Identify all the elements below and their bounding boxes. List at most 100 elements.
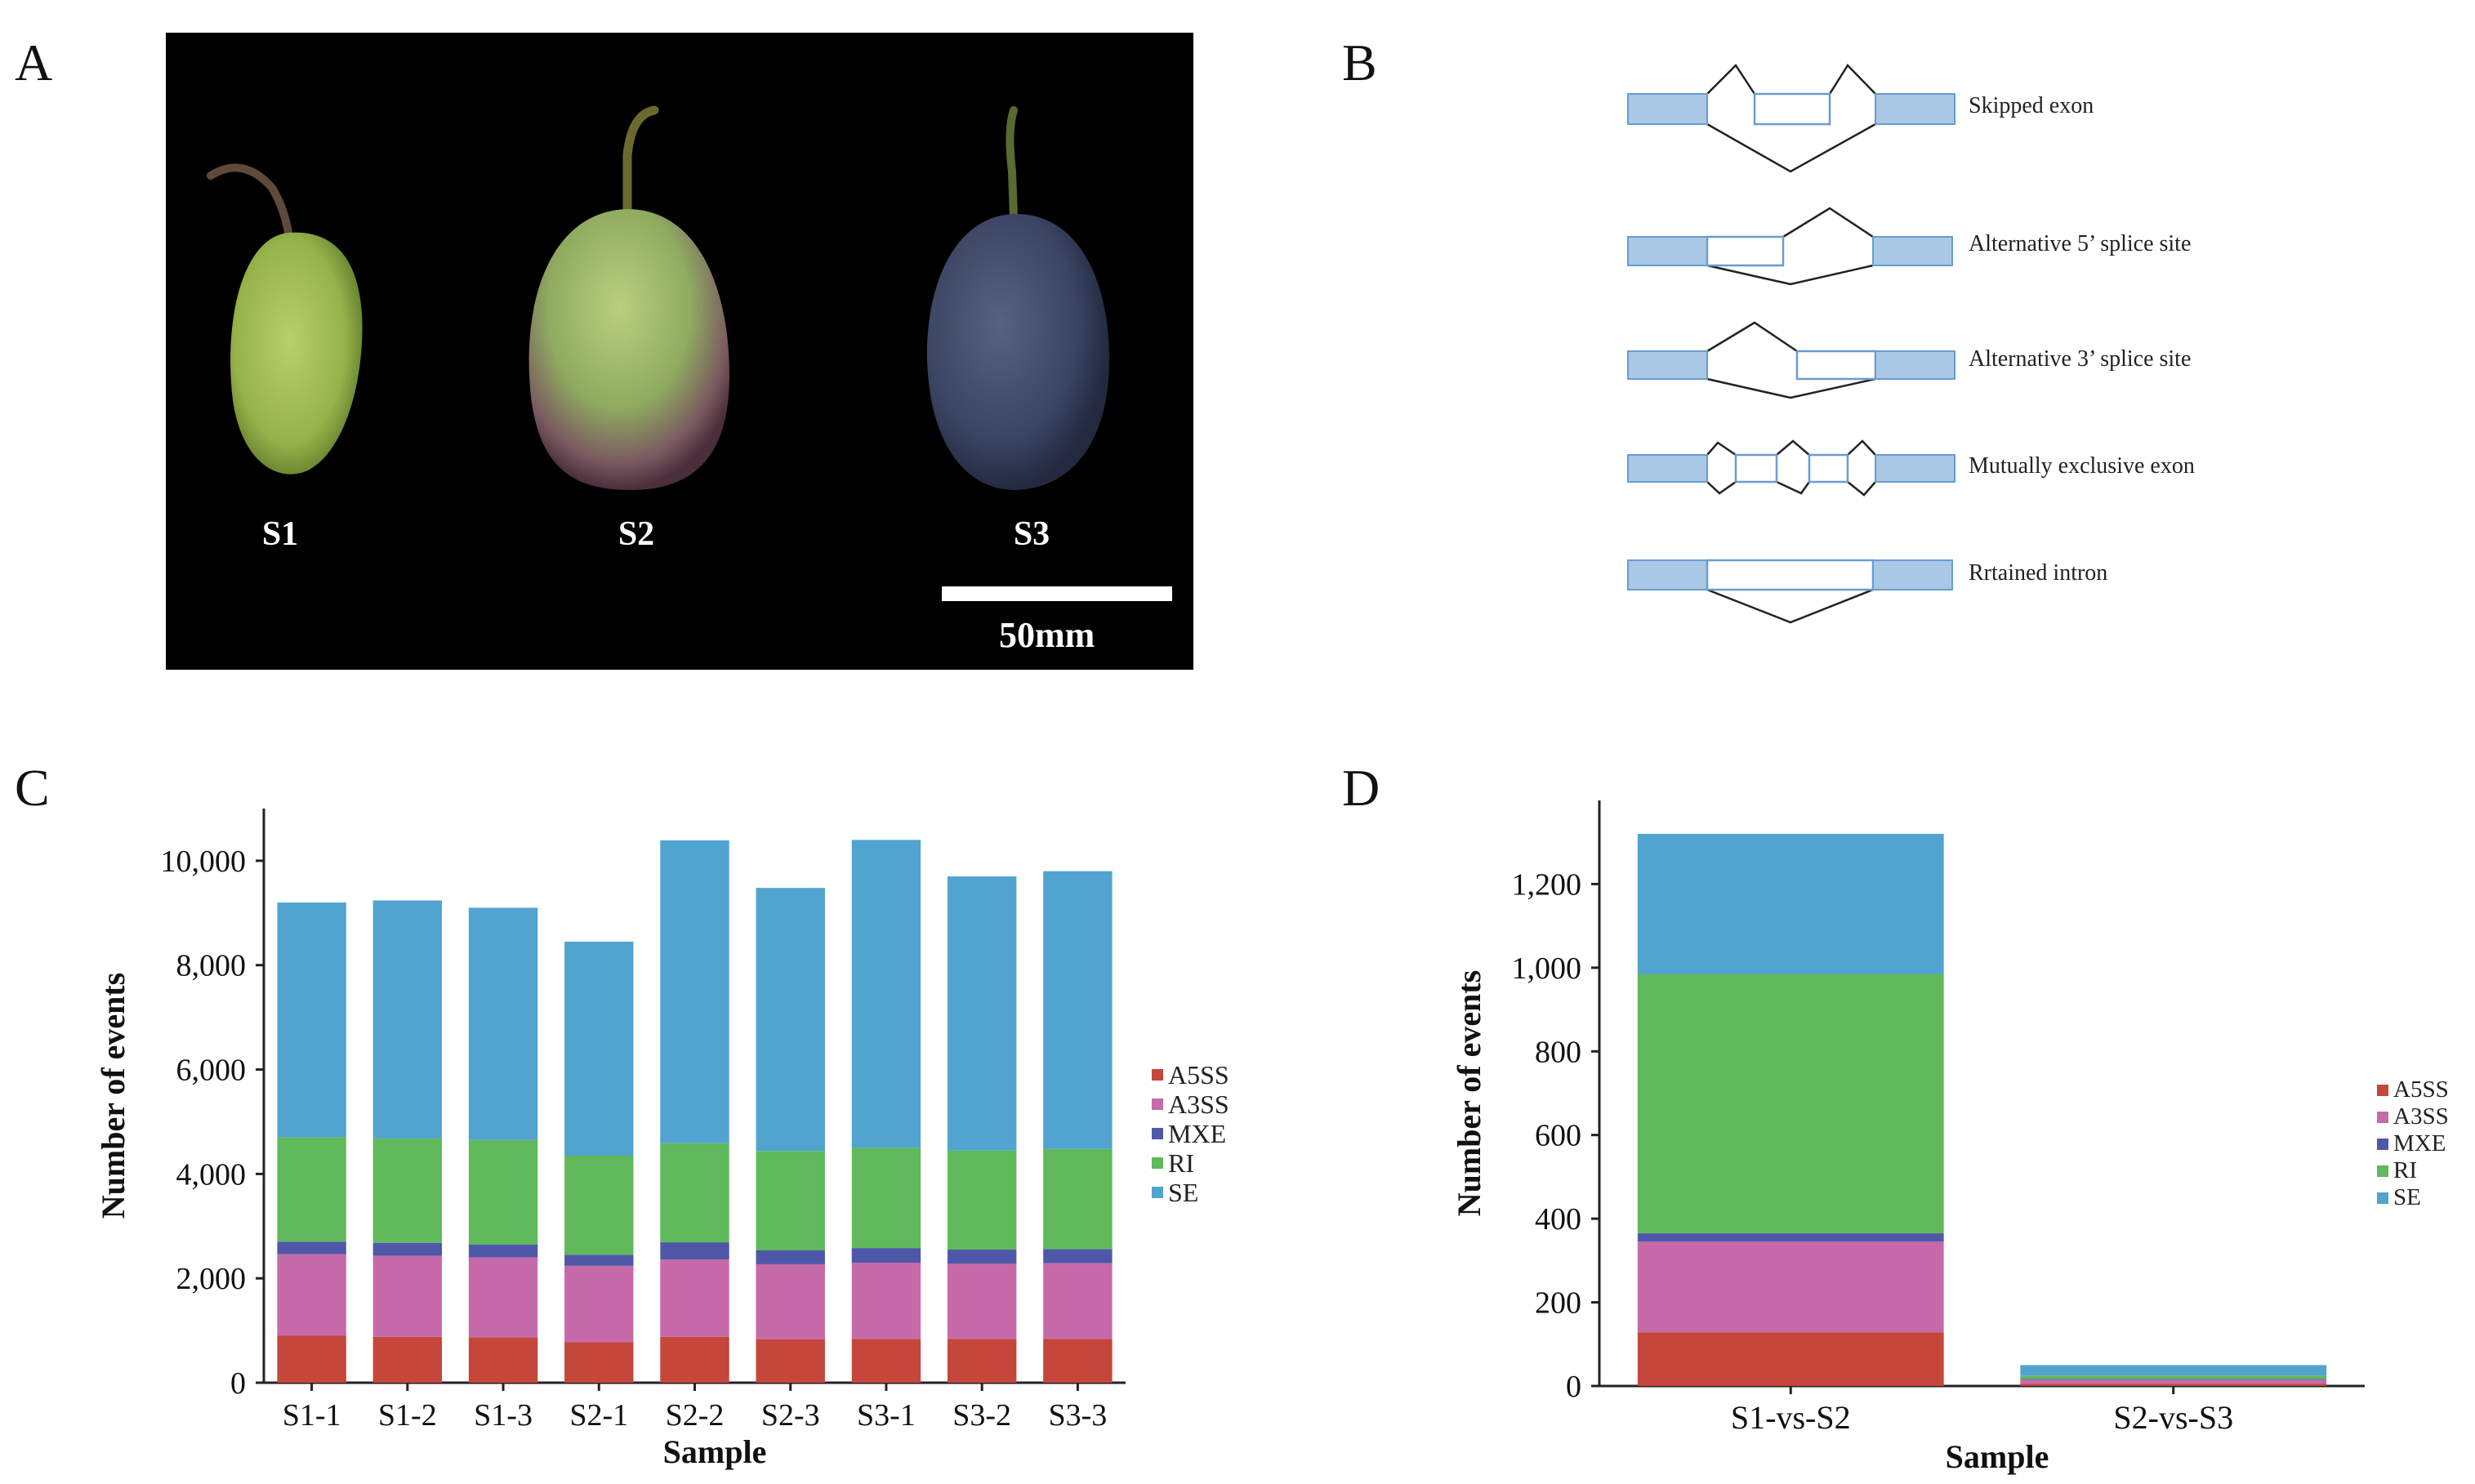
legend-label: A5SS — [1168, 1059, 1229, 1090]
panel-a-letter: A — [15, 33, 53, 91]
bar-a3ss-s3-1 — [851, 1263, 921, 1339]
bar-mxe-s3-1 — [851, 1248, 921, 1263]
bar-ri-s2-vs-s3 — [2020, 1375, 2327, 1379]
y-tick-label: 8,000 — [176, 949, 247, 983]
bar-a3ss-s2-1 — [564, 1265, 634, 1343]
a3ss-exon-ext — [1795, 350, 1877, 381]
legend-label: RI — [2393, 1157, 2417, 1183]
x-tick-label: S3-2 — [952, 1398, 1011, 1433]
y-tick-label: 200 — [1535, 1286, 1581, 1321]
legend-swatch — [2377, 1138, 2388, 1150]
bar-a3ss-s3-3 — [1043, 1263, 1113, 1339]
bar-a3ss-s1-1 — [277, 1254, 346, 1336]
bar-a5ss-s1-vs-s2 — [1637, 1332, 1944, 1386]
bar-ri-s2-3 — [756, 1151, 825, 1250]
legend-item-se: SE — [1152, 1178, 1229, 1207]
stage-label-s2: S2 — [618, 515, 655, 553]
a5ss-junctions — [1706, 207, 1874, 286]
event-label-mxe: Mutually exclusive exon — [1969, 453, 2195, 479]
bar-mxe-s1-3 — [468, 1244, 538, 1258]
legend-item-a3ss: A3SS — [1152, 1090, 1229, 1119]
s2-stem — [622, 105, 659, 216]
legend-swatch — [1152, 1128, 1163, 1139]
bar-ri-s1-2 — [372, 1138, 443, 1243]
bar-se-s2-1 — [564, 941, 634, 1156]
x-tick-label: S2-1 — [569, 1398, 628, 1433]
panel-d-letter: D — [1342, 759, 1380, 817]
mxe-exon-a — [1734, 453, 1778, 484]
legend-label: MXE — [2393, 1130, 2446, 1156]
bar-ri-s3-2 — [947, 1150, 1017, 1250]
legend-swatch — [1152, 1187, 1163, 1198]
bar-se-s3-1 — [851, 840, 921, 1148]
bar-se-s2-vs-s3 — [2020, 1365, 2327, 1376]
bar-ri-s3-3 — [1043, 1148, 1113, 1250]
y-tick-label: 600 — [1535, 1119, 1581, 1153]
splicing-diagram — [1627, 63, 1955, 624]
legend-item-ri: RI — [1152, 1148, 1229, 1178]
event-label-ri: Rrtained intron — [1969, 560, 2108, 586]
event-label-a5ss: Alternative 5’ splice site — [1969, 231, 2192, 256]
y-axis-label: Number of events — [1451, 970, 1487, 1216]
bar-a3ss-s1-vs-s2 — [1637, 1241, 1944, 1333]
bar-a3ss-s2-vs-s3 — [2020, 1379, 2327, 1384]
y-tick-label: 1,000 — [1512, 951, 1582, 986]
y-tick-label: 4,000 — [176, 1157, 247, 1192]
s3-stem — [1006, 106, 1018, 221]
ri-intron — [1706, 559, 1875, 591]
mxe-exon-right — [1875, 454, 1955, 483]
legend-item-ri: RI — [2377, 1157, 2449, 1184]
bar-ri-s2-1 — [564, 1155, 634, 1255]
fruit-illustration — [207, 105, 1109, 490]
x-tick-label: S2-2 — [666, 1398, 725, 1433]
a3ss-exon-right — [1875, 350, 1955, 380]
se-exon-left — [1627, 93, 1708, 125]
bar-mxe-s3-3 — [1043, 1249, 1113, 1263]
legend-item-se: SE — [2377, 1184, 2449, 1211]
x-tick-label: S2-3 — [761, 1398, 820, 1433]
panel-b-letter: B — [1342, 33, 1377, 91]
s1-fruit — [230, 232, 363, 475]
bar-a5ss-s1-3 — [468, 1337, 538, 1383]
event-label-a3ss: Alternative 3’ splice site — [1969, 346, 2192, 372]
legend-label: A3SS — [2393, 1103, 2449, 1130]
y-tick-label: 0 — [230, 1366, 246, 1401]
s3-fruit — [926, 213, 1109, 490]
x-tick-label: S3-1 — [857, 1398, 916, 1433]
bar-a5ss-s2-vs-s3 — [2020, 1384, 2327, 1386]
legend-label: MXE — [1168, 1118, 1227, 1148]
legend-swatch — [1152, 1157, 1163, 1169]
y-tick-label: 6,000 — [176, 1054, 247, 1088]
legend-swatch — [1152, 1069, 1163, 1081]
x-tick-label: S2-vs-S3 — [2113, 1399, 2233, 1436]
mxe-junctions — [1706, 439, 1876, 497]
legend-swatch — [2377, 1111, 2388, 1123]
legend-item-a5ss: A5SS — [1152, 1060, 1229, 1090]
scale-bar — [942, 586, 1172, 601]
bar-ri-s1-1 — [277, 1137, 346, 1242]
y-tick-label: 0 — [1566, 1370, 1581, 1404]
ri-exon-right — [1872, 559, 1953, 590]
ri-junction — [1706, 588, 1874, 624]
s1-stem — [207, 163, 292, 237]
legend-item-mxe: MXE — [1152, 1119, 1229, 1148]
x-axis-label: Sample — [663, 1433, 767, 1470]
bar-a5ss-s1-2 — [372, 1336, 443, 1383]
bar-mxe-s2-2 — [660, 1242, 729, 1260]
bar-ri-s1-vs-s2 — [1637, 974, 1944, 1234]
bar-se-s1-3 — [468, 907, 538, 1140]
bar-se-s3-3 — [1043, 871, 1113, 1149]
a3ss-exon-left — [1627, 350, 1708, 380]
bar-mxe-s3-2 — [947, 1250, 1017, 1264]
bar-mxe-s2-1 — [564, 1254, 634, 1266]
bar-a3ss-s1-2 — [372, 1255, 443, 1337]
y-tick-label: 400 — [1535, 1202, 1581, 1237]
bar-mxe-s1-2 — [372, 1242, 443, 1256]
legend-item-mxe: MXE — [2377, 1130, 2449, 1157]
a5ss-exon-left — [1627, 236, 1708, 266]
legend-d: A5SS A3SS MXE RI SE — [2377, 1076, 2449, 1211]
a5ss-exon-right — [1872, 236, 1953, 266]
x-tick-label: S1-3 — [474, 1398, 533, 1433]
x-tick-label: S1-1 — [283, 1398, 341, 1433]
